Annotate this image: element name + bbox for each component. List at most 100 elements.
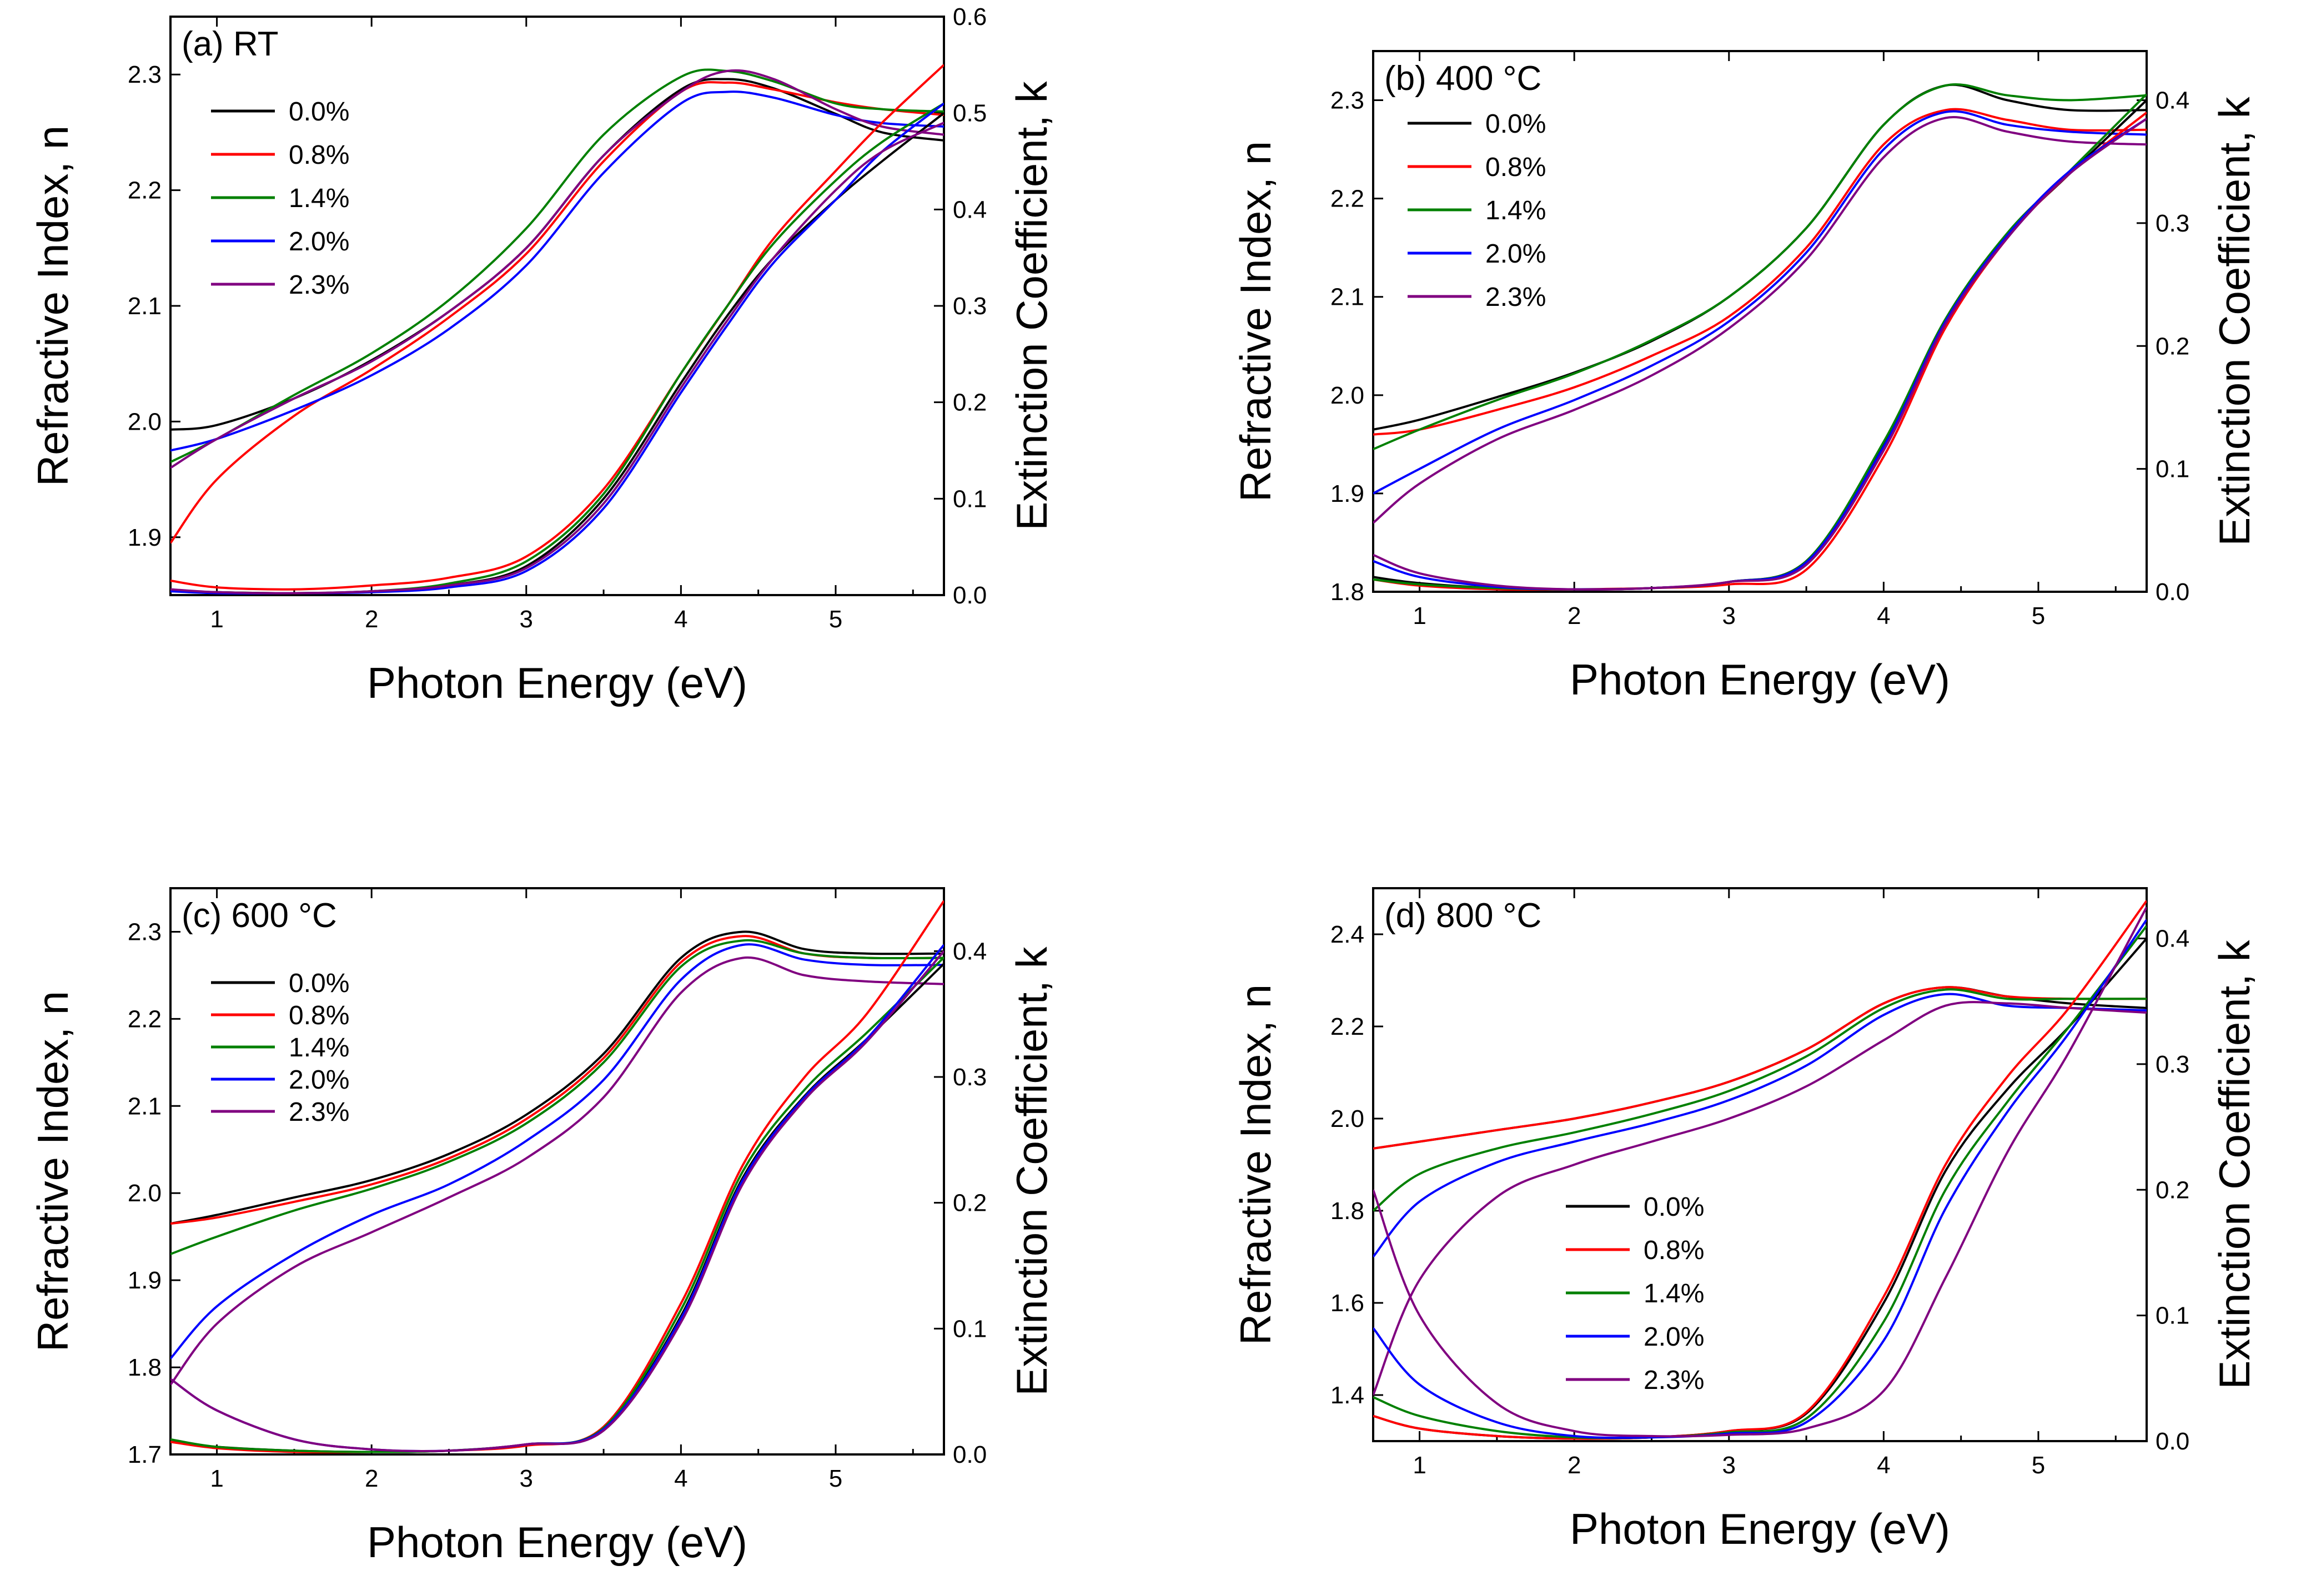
panel-label: (d) 800 °C: [1384, 897, 1541, 935]
n-series-1-4pct: [1373, 83, 2147, 451]
x-tick-label: 1: [210, 1465, 223, 1492]
legend-label: 2.3%: [1644, 1366, 1704, 1395]
y-left-tick-label: 2.2: [128, 177, 162, 204]
y-left-tick-label: 2.1: [128, 293, 162, 320]
k-series-2-0pct: [1373, 118, 2147, 591]
y-right-tick-label: 0.5: [953, 100, 987, 127]
n-series-2-3pct: [170, 69, 944, 469]
y-left-axis-title: Refractive Index, n: [1231, 141, 1280, 502]
k-series-0-8pct: [170, 64, 944, 591]
plot-frame: [1372, 50, 2148, 593]
panel-label: (b) 400 °C: [1384, 59, 1541, 98]
y-left-tick-label: 2.3: [1330, 87, 1364, 114]
legend-label: 0.8%: [289, 1001, 349, 1030]
x-tick-label: 3: [1722, 602, 1736, 630]
y-right-tick-label: 0.6: [953, 3, 987, 31]
x-tick-label: 2: [1568, 1452, 1581, 1479]
y-left-tick-label: 1.9: [128, 524, 162, 551]
k-series-0-8pct: [1373, 112, 2147, 591]
x-axis-title: Photon Energy (eV): [1570, 1504, 1950, 1553]
panel-d: 1 2 3 4 5 1.4 1.6 1.8 2.0 2.2 2.4 0.0 0.1 0.2 0.3 0.4 Ph…: [1231, 887, 2259, 1553]
legend-label: 2.3%: [1485, 283, 1546, 312]
k-series-1-4pct: [170, 956, 944, 1453]
y-right-axis-title: Extinction Coefficient, k: [1007, 80, 1056, 530]
k-series-2-0pct: [170, 944, 944, 1453]
legend-label: 0.8%: [1644, 1236, 1704, 1265]
y-left-tick-label: 2.3: [128, 918, 162, 945]
x-tick-label: 1: [210, 606, 223, 633]
panel-a: 1 2 3 4 5 1.9 2.0 2.1 2.2 2.3 0.0 0.1 0.2 0.3 0.4 0.5 0.…: [28, 3, 1056, 707]
legend-label: 0.8%: [1485, 153, 1546, 182]
x-tick-label: 5: [829, 606, 842, 633]
n-series-2-0pct: [1373, 993, 2147, 1258]
y-right-tick-label: 0.1: [953, 1315, 987, 1342]
y-left-tick-label: 2.0: [1330, 1105, 1364, 1132]
k-series-2-3pct: [170, 950, 944, 1453]
n-series-2-3pct: [1373, 116, 2147, 524]
y-left-tick-label: 2.3: [128, 61, 162, 88]
y-right-tick-label: 0.0: [2156, 1428, 2189, 1455]
curves: [170, 64, 944, 595]
k-series-2-3pct: [1373, 118, 2147, 591]
legend: 0.0%0.8%1.4%2.0%2.3%: [211, 97, 349, 300]
y-right-tick-label: 0.3: [953, 1064, 987, 1091]
plot-frame: [169, 887, 945, 1456]
x-tick-label: 5: [2032, 602, 2045, 630]
y-left-tick-label: 1.4: [1330, 1382, 1364, 1409]
n-series-0-0pct: [1373, 986, 2147, 1150]
n-series-1-4pct: [170, 68, 944, 464]
y-right-tick-label: 0.1: [953, 485, 987, 512]
y-left-axis-title: Refractive Index, n: [28, 991, 77, 1352]
n-series-1-4pct: [170, 939, 944, 1255]
x-axis-title: Photon Energy (eV): [367, 1518, 747, 1567]
y-left-tick-label: 2.0: [128, 1180, 162, 1207]
legend: 0.0%0.8%1.4%2.0%2.3%: [211, 969, 349, 1127]
legend: 0.0%0.8%1.4%2.0%2.3%: [1566, 1192, 1704, 1395]
legend-label: 1.4%: [1485, 196, 1546, 225]
x-tick-label: 5: [2032, 1452, 2045, 1479]
y-right-tick-label: 0.3: [2156, 1051, 2189, 1078]
legend-label: 1.4%: [1644, 1279, 1704, 1308]
x-tick-label: 1: [1413, 602, 1426, 630]
y-left-axis-title: Refractive Index, n: [1231, 984, 1280, 1345]
y-left-axis-title: Refractive Index, n: [28, 125, 77, 486]
y-right-axis-title: Extinction Coefficient, k: [1007, 946, 1056, 1396]
legend-label: 0.0%: [1644, 1192, 1704, 1222]
k-series-1-4pct: [1373, 925, 2147, 1439]
x-tick-label: 3: [520, 606, 533, 633]
n-series-2-0pct: [170, 943, 944, 1360]
legend-label: 0.0%: [289, 969, 349, 998]
curves: [1373, 900, 2147, 1440]
panel-label: (c) 600 °C: [182, 897, 337, 935]
k-series-0-0pct: [170, 112, 944, 595]
y-left-tick-label: 2.2: [1330, 185, 1364, 213]
y-left-tick-label: 1.9: [128, 1267, 162, 1294]
panel-b: 1 2 3 4 5 1.8 1.9 2.0 2.1 2.2 2.3 0.0 0.1 0.2 0.3 0.4 Ph…: [1231, 50, 2259, 704]
k-series-0-8pct: [170, 900, 944, 1454]
y-left-tick-label: 2.0: [128, 408, 162, 435]
y-left-tick-label: 2.1: [1330, 284, 1364, 311]
y-left-tick-label: 2.1: [128, 1092, 162, 1120]
plot-frame: [169, 16, 945, 596]
x-tick-label: 2: [365, 606, 378, 633]
k-series-0-0pct: [1373, 938, 2147, 1440]
y-left-tick-label: 2.0: [1330, 382, 1364, 409]
n-series-0-8pct: [1373, 108, 2147, 436]
x-tick-label: 4: [1877, 1452, 1890, 1479]
x-tick-label: 3: [520, 1465, 533, 1492]
legend-label: 2.0%: [289, 227, 349, 256]
x-tick-label: 2: [1568, 602, 1581, 630]
y-right-tick-label: 0.4: [2156, 87, 2189, 114]
y-left-tick-label: 2.2: [128, 1005, 162, 1033]
legend: 0.0%0.8%1.4%2.0%2.3%: [1408, 109, 1546, 312]
y-right-tick-label: 0.4: [2156, 925, 2189, 953]
n-series-2-3pct: [1373, 1001, 2147, 1396]
y-right-tick-label: 0.4: [953, 938, 987, 965]
y-left-tick-label: 1.8: [128, 1354, 162, 1381]
y-left-tick-label: 1.8: [1330, 1197, 1364, 1225]
y-left-tick-label: 1.9: [1330, 480, 1364, 507]
legend-label: 0.0%: [289, 97, 349, 127]
k-series-2-3pct: [170, 122, 944, 595]
legend-label: 2.0%: [289, 1065, 349, 1095]
